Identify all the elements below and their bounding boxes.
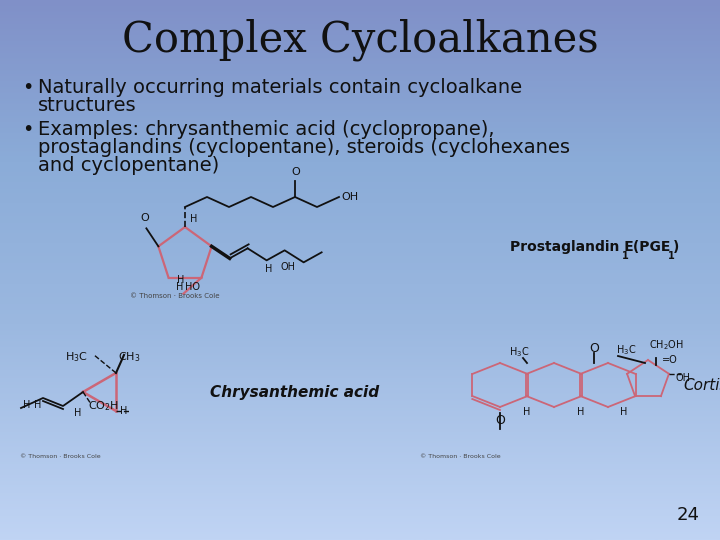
Text: H: H [523, 407, 531, 417]
Text: OH: OH [281, 262, 296, 272]
Text: H: H [176, 275, 184, 285]
Text: O: O [140, 213, 149, 224]
Text: © Thomson · Brooks Cole: © Thomson · Brooks Cole [20, 454, 101, 459]
Text: CH$_3$: CH$_3$ [118, 350, 140, 364]
Text: Cortisone: Cortisone [683, 377, 720, 393]
Text: H: H [577, 407, 585, 417]
Text: H: H [621, 407, 628, 417]
Text: © Thomson · Brooks Cole: © Thomson · Brooks Cole [420, 454, 500, 459]
Text: H: H [73, 408, 81, 418]
Text: O: O [495, 414, 505, 427]
Text: H: H [190, 214, 197, 224]
Text: 24: 24 [677, 506, 700, 524]
Text: H$_3$C: H$_3$C [616, 343, 636, 357]
Text: H: H [265, 265, 272, 274]
Text: H$_3$C: H$_3$C [509, 345, 529, 359]
Text: © Thomson · Brooks Cole: © Thomson · Brooks Cole [130, 293, 220, 299]
Text: H: H [34, 400, 41, 410]
Text: H$_3$C: H$_3$C [65, 350, 88, 364]
Text: H: H [176, 282, 183, 292]
Text: CH$_2$OH: CH$_2$OH [649, 338, 683, 352]
Text: CO$_2$H: CO$_2$H [88, 399, 120, 413]
Text: 1: 1 [668, 251, 675, 261]
Text: Chrysanthemic acid: Chrysanthemic acid [210, 384, 379, 400]
Text: HO: HO [186, 282, 200, 292]
Text: H: H [23, 400, 30, 410]
Text: Complex Cycloalkanes: Complex Cycloalkanes [122, 19, 598, 61]
Text: •: • [22, 120, 33, 139]
Text: ): ) [673, 240, 680, 254]
Text: H: H [120, 406, 127, 416]
Text: prostaglandins (cyclopentane), steroids (cyclohexanes: prostaglandins (cyclopentane), steroids … [38, 138, 570, 157]
Text: O: O [292, 167, 300, 177]
Text: structures: structures [38, 96, 137, 115]
Text: and cyclopentane): and cyclopentane) [38, 156, 220, 175]
Text: Prostaglandin E: Prostaglandin E [510, 240, 634, 254]
Text: =O: =O [662, 355, 678, 365]
Text: O: O [589, 342, 599, 355]
Text: OH: OH [676, 373, 691, 383]
Text: 1: 1 [622, 251, 629, 261]
Text: Examples: chrysanthemic acid (cyclopropane),: Examples: chrysanthemic acid (cyclopropa… [38, 120, 495, 139]
Text: •: • [22, 78, 33, 97]
Text: OH: OH [341, 192, 358, 202]
Text: Naturally occurring materials contain cycloalkane: Naturally occurring materials contain cy… [38, 78, 522, 97]
Text: (PGE: (PGE [628, 240, 670, 254]
